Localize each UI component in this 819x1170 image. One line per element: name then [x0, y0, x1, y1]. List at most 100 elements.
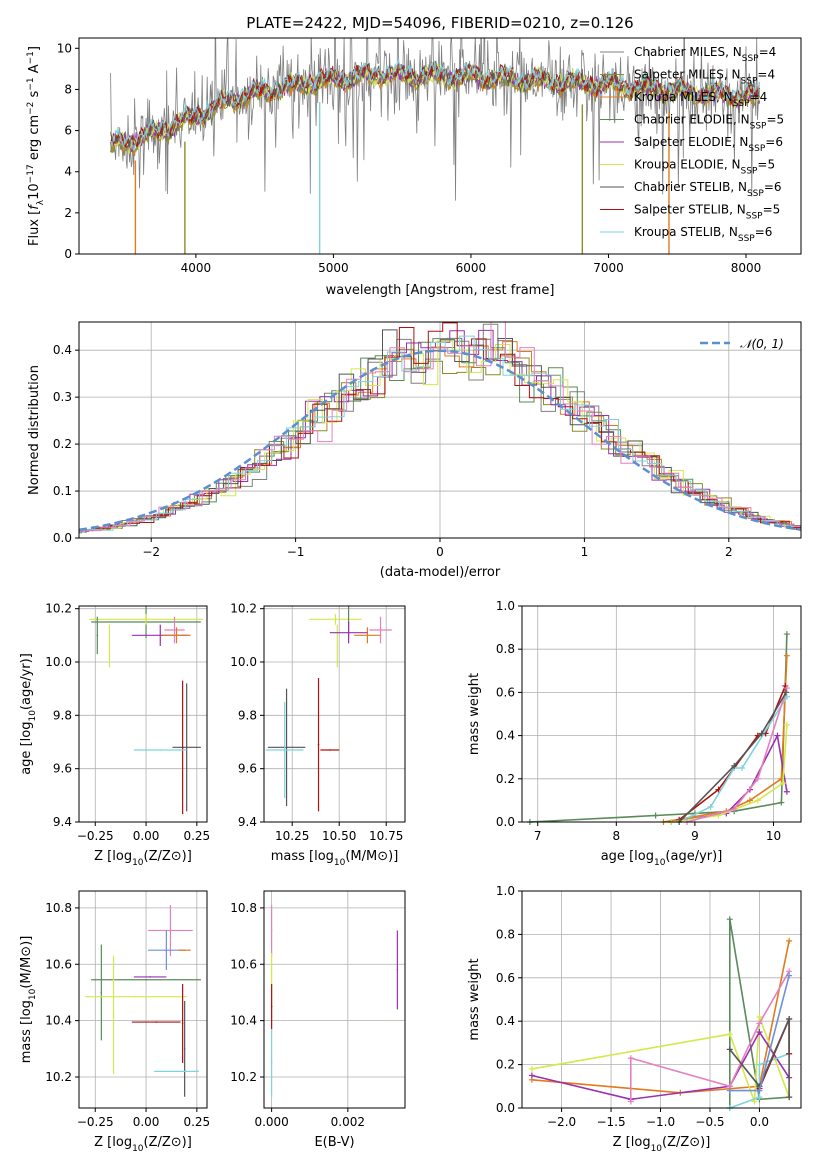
data-point	[183, 1048, 186, 1050]
data-point	[181, 746, 184, 749]
plot-area	[265, 606, 392, 812]
legend-label: Chabrier MILES, NSSP=4	[634, 45, 776, 64]
y-tick-label: 10.2	[230, 602, 257, 616]
legend-label: Salpeter ELODIE, NSSP=6	[634, 135, 783, 154]
data-point	[112, 1014, 115, 1016]
data-point	[726, 916, 733, 923]
histogram-step	[79, 322, 801, 532]
data-point	[783, 652, 790, 659]
data-point	[135, 995, 137, 998]
data-point	[336, 645, 339, 647]
axes-frame	[78, 37, 802, 255]
data-point	[165, 949, 168, 951]
legend-label: Chabrier STELIB, NSSP=6	[634, 180, 782, 199]
x-tick-label: −2.0	[547, 1115, 576, 1129]
data-point	[756, 1013, 763, 1020]
plot-area	[79, 322, 801, 534]
legend-label: Salpeter STELIB, NSSP=5	[634, 203, 780, 222]
x-axis-label: Z [log10(Z/Z⊙)]	[94, 849, 192, 868]
x-axis-label: age [log10(age/yr)]	[601, 849, 723, 868]
y-tick-label: 10.6	[45, 957, 72, 971]
data-point	[169, 929, 172, 932]
legend-label: Kroupa ELODIE, NSSP=5	[634, 158, 775, 177]
axes-frame	[521, 605, 802, 823]
x-tick-label: 9	[691, 829, 699, 843]
y-tick-label: 10.8	[230, 901, 257, 915]
y-tick-label: 10.0	[45, 655, 72, 669]
series-line	[671, 724, 788, 823]
x-tick-label: −1.0	[646, 1115, 675, 1129]
plot-area	[528, 916, 793, 1111]
data-point	[528, 1065, 535, 1072]
y-axis-label: mass weight	[467, 958, 482, 1040]
panel-mass_vs_ebv: 0.000 0.002 10.2 10.4 10.6 10.8 E(B-V)	[230, 890, 406, 1150]
data-point	[731, 806, 738, 813]
data-point	[96, 634, 99, 637]
y-axis-label: Flux [fλ10−17 erg cm−2 s−1 A−1]	[26, 46, 46, 246]
data-point	[746, 797, 753, 804]
data-point	[786, 1016, 793, 1023]
data-point	[756, 1094, 763, 1101]
series-line	[729, 1053, 790, 1109]
x-tick-label: 0.000	[254, 1115, 288, 1129]
histogram-step	[79, 335, 801, 533]
data-point	[181, 1022, 184, 1025]
x-tick-label: 0.25	[183, 1115, 210, 1129]
data-point	[627, 1098, 634, 1105]
axes-frame	[263, 890, 406, 1109]
data-point	[786, 937, 793, 944]
data-point	[652, 812, 659, 819]
plot-area	[526, 631, 790, 825]
series-line-normal	[79, 349, 801, 532]
data-point	[285, 746, 288, 749]
x-axis-label: (data-model)/error	[380, 565, 501, 580]
histogram-step	[79, 322, 801, 533]
data-point	[175, 1070, 178, 1073]
y-tick-label: 10.0	[230, 655, 257, 669]
data-point	[155, 1021, 158, 1023]
data-point	[396, 969, 399, 971]
data-point	[317, 743, 320, 746]
x-tick-label: −0.25	[77, 1115, 114, 1129]
data-point	[145, 978, 147, 981]
y-axis-label: Normed distribution	[27, 365, 42, 495]
series-line-data	[110, 38, 760, 201]
x-axis-label: wavelength [Angstrom, rest frame]	[326, 283, 555, 298]
y-tick-label: 10.2	[230, 1070, 257, 1084]
y-tick-label: 10.4	[45, 1014, 72, 1028]
plot-area	[270, 905, 399, 1097]
y-axis-label: mass weight	[467, 673, 482, 755]
panel-spectrum: 4000 5000 6000 7000 8000 0 2 4 6 8 10 Chabrier MILE…	[26, 37, 802, 298]
series-line	[686, 687, 788, 823]
legend: Chabrier MILES, NSSP=4 Salpeter MILES, NS…	[600, 45, 784, 244]
y-axis-label: mass [log10(M/M⊙)]	[19, 936, 38, 1064]
legend-label: 𝒩(0, 1)	[740, 337, 784, 351]
data-point	[786, 972, 793, 979]
series-line	[110, 58, 761, 151]
y-tick-label: 0.1	[53, 484, 72, 498]
x-tick-label: 5000	[318, 261, 349, 275]
y-tick-label: 9.4	[238, 815, 257, 829]
data-point	[270, 1005, 273, 1008]
y-axis-label: age [log10(age/yr)]	[19, 653, 38, 775]
y-tick-label: 9.4	[53, 815, 72, 829]
data-point	[379, 629, 382, 631]
y-tick-label: 0.0	[496, 815, 515, 829]
x-axis-label: Z [log10(Z/Z⊙)]	[94, 1135, 192, 1154]
x-tick-label: 10	[766, 829, 781, 843]
plot-area	[110, 38, 761, 254]
x-tick-label: 10.50	[322, 829, 356, 843]
x-tick-label: 0.25	[183, 829, 210, 843]
data-point	[627, 1055, 634, 1062]
y-tick-label: 4	[64, 165, 72, 179]
x-tick-label: 8000	[731, 261, 762, 275]
x-tick-label: 4000	[181, 261, 212, 275]
axes-frame	[521, 890, 802, 1109]
axes-frame	[78, 890, 208, 1109]
data-point	[334, 618, 337, 621]
data-point	[707, 803, 714, 810]
data-point	[726, 1087, 733, 1094]
x-tick-label: 6000	[456, 261, 487, 275]
data-point	[756, 1029, 763, 1036]
data-point	[758, 730, 765, 737]
